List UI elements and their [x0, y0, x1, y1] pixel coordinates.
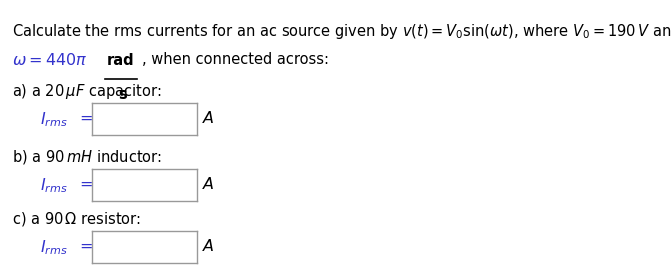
Text: $=$: $=$ [76, 110, 93, 125]
Text: $\omega = 440\pi$: $\omega = 440\pi$ [12, 52, 87, 68]
Text: $A$: $A$ [202, 110, 215, 126]
Text: $I_{rms}$: $I_{rms}$ [40, 238, 68, 257]
Text: , when connected across:: , when connected across: [142, 52, 329, 67]
Text: c) a $90\,\Omega$ resistor:: c) a $90\,\Omega$ resistor: [12, 210, 141, 228]
Text: b) a $90\,mH$ inductor:: b) a $90\,mH$ inductor: [12, 148, 162, 166]
Text: $I_{rms}$: $I_{rms}$ [40, 176, 68, 195]
Text: $=$: $=$ [76, 176, 93, 191]
Text: a) a $20\,\mu F$ capacitor:: a) a $20\,\mu F$ capacitor: [12, 82, 162, 101]
Text: s: s [118, 87, 127, 102]
Text: $A$: $A$ [202, 176, 215, 192]
Text: $I_{rms}$: $I_{rms}$ [40, 110, 68, 129]
Text: $A$: $A$ [202, 238, 215, 254]
Text: Calculate the rms currents for an ac source given by $v(t) = V_0 \sin(\omega t)$: Calculate the rms currents for an ac sou… [12, 22, 671, 41]
Text: $=$: $=$ [76, 238, 93, 253]
Text: rad: rad [107, 53, 135, 68]
